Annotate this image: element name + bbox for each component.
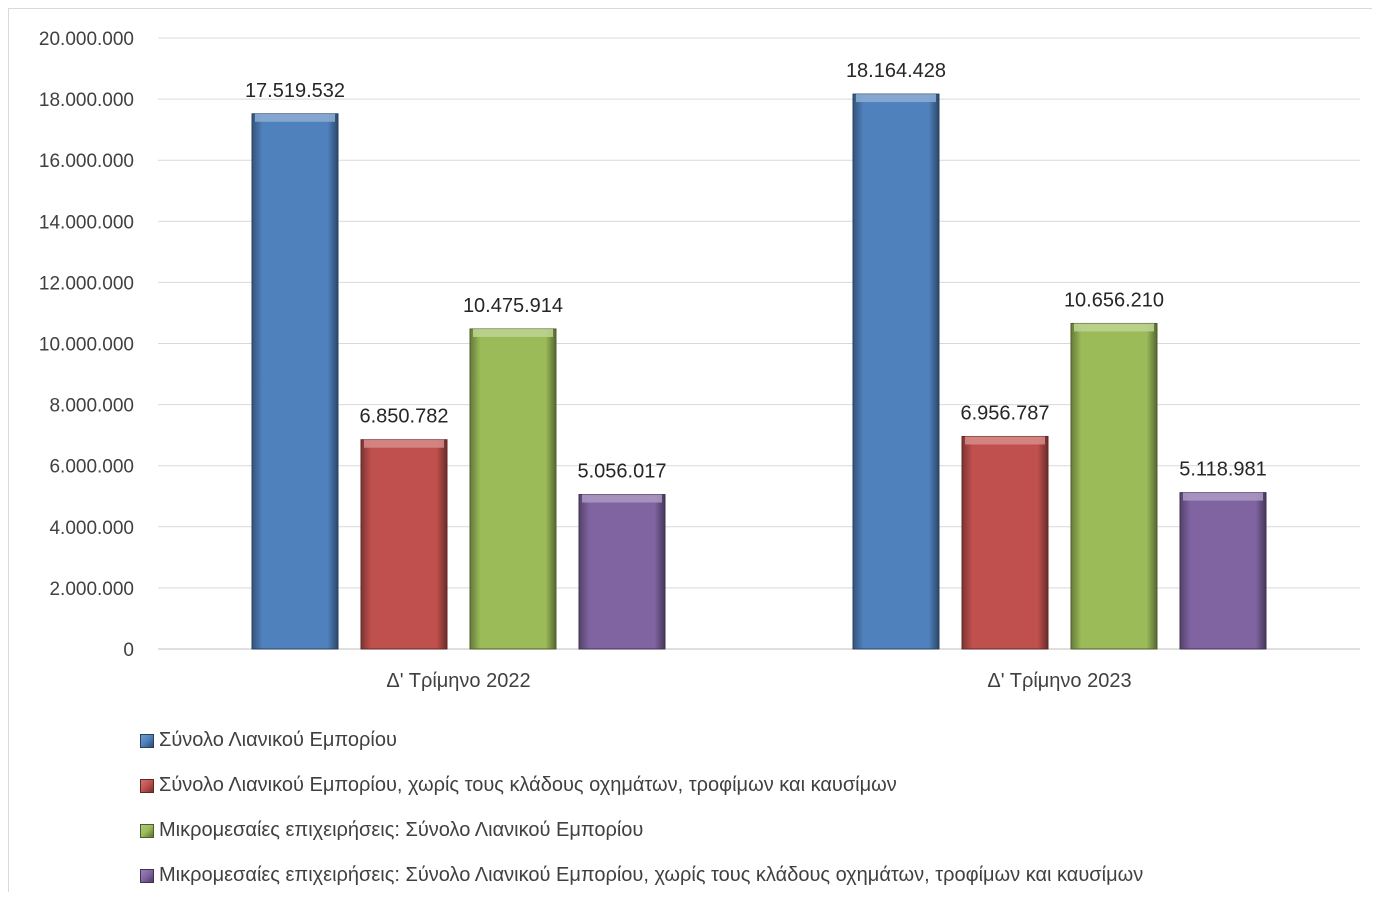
- bar-highlight: [1074, 323, 1154, 332]
- data-label: 6.956.787: [961, 402, 1050, 424]
- bar-highlight: [364, 439, 444, 448]
- legend-label: Σύνολο Λιανικού Εμπορίου: [159, 729, 397, 751]
- bar: [578, 494, 666, 650]
- x-category-label: Δ' Τρίμηνο 2022: [386, 670, 530, 692]
- y-tick-label: 10.000.000: [39, 335, 134, 356]
- chart-frame: [8, 8, 1372, 892]
- y-axis: 0 2.000.000 4.000.000 6.000.000 8.000.000 10.…: [39, 29, 134, 661]
- y-tick-label: 12.000.000: [39, 273, 134, 294]
- legend-item: Μικρομεσαίες επιχειρήσεις: Σύνολο Λιανικ…: [140, 853, 1340, 898]
- legend-item: Σύνολο Λιανικού Εμπορίου: [140, 718, 1340, 763]
- bar: [469, 328, 557, 650]
- data-label: 10.475.914: [463, 295, 563, 317]
- y-tick-label: 8.000.000: [49, 396, 134, 417]
- bar: [961, 435, 1049, 650]
- legend-swatch: [140, 823, 154, 838]
- bar-highlight: [582, 494, 662, 503]
- gridlines: [158, 37, 1360, 650]
- data-label: 6.850.782: [360, 406, 449, 428]
- data-labels: 17.519.532 6.850.782 10.475.914 5.056.017 18…: [245, 60, 1267, 482]
- legend-label: Σύνολο Λιανικού Εμπορίου, χωρίς τους κλά…: [159, 774, 897, 796]
- legend-swatch: [140, 778, 154, 793]
- legend-swatch: [140, 733, 154, 748]
- data-label: 17.519.532: [245, 80, 345, 102]
- y-tick-label: 20.000.000: [39, 29, 134, 50]
- legend-label: Μικρομεσαίες επιχειρήσεις: Σύνολο Λιανικ…: [159, 819, 644, 841]
- y-tick-label: 6.000.000: [49, 457, 134, 478]
- bar-chart: 0 2.000.000 4.000.000 6.000.000 8.000.000 10.…: [39, 29, 1360, 692]
- y-tick-label: 18.000.000: [39, 90, 134, 111]
- x-category-label: Δ' Τρίμηνο 2023: [987, 670, 1131, 692]
- bar: [852, 93, 940, 650]
- bar: [1070, 322, 1158, 650]
- y-tick-label: 4.000.000: [49, 518, 134, 539]
- bar-highlight: [1183, 492, 1263, 501]
- data-label: 5.118.981: [1179, 459, 1267, 481]
- data-label: 5.056.017: [578, 461, 667, 483]
- y-tick-label: 2.000.000: [49, 579, 134, 600]
- y-tick-label: 0: [123, 640, 134, 661]
- legend-swatch: [140, 868, 154, 883]
- data-label: 18.164.428: [846, 60, 946, 82]
- legend-item: Μικρομεσαίες επιχειρήσεις: Σύνολο Λιανικ…: [140, 808, 1340, 853]
- bar-highlight: [856, 94, 936, 103]
- bar-highlight: [255, 113, 335, 122]
- bar: [251, 113, 339, 650]
- bar-highlight: [473, 328, 553, 337]
- legend-item: Σύνολο Λιανικού Εμπορίου, χωρίς τους κλά…: [140, 763, 1340, 808]
- x-axis: Δ' Τρίμηνο 2022 Δ' Τρίμηνο 2023: [386, 670, 1131, 692]
- legend-label: Μικρομεσαίες επιχειρήσεις: Σύνολο Λιανικ…: [159, 864, 1144, 886]
- bar-highlight: [965, 436, 1045, 445]
- legend: Σύνολο Λιανικού Εμπορίου Σύνολο Λιανικού …: [140, 718, 1340, 898]
- data-label: 10.656.210: [1064, 289, 1164, 311]
- bar: [1179, 492, 1267, 650]
- y-tick-label: 16.000.000: [39, 151, 134, 172]
- y-tick-label: 14.000.000: [39, 212, 134, 233]
- bars: [251, 93, 1267, 650]
- bar: [360, 439, 448, 650]
